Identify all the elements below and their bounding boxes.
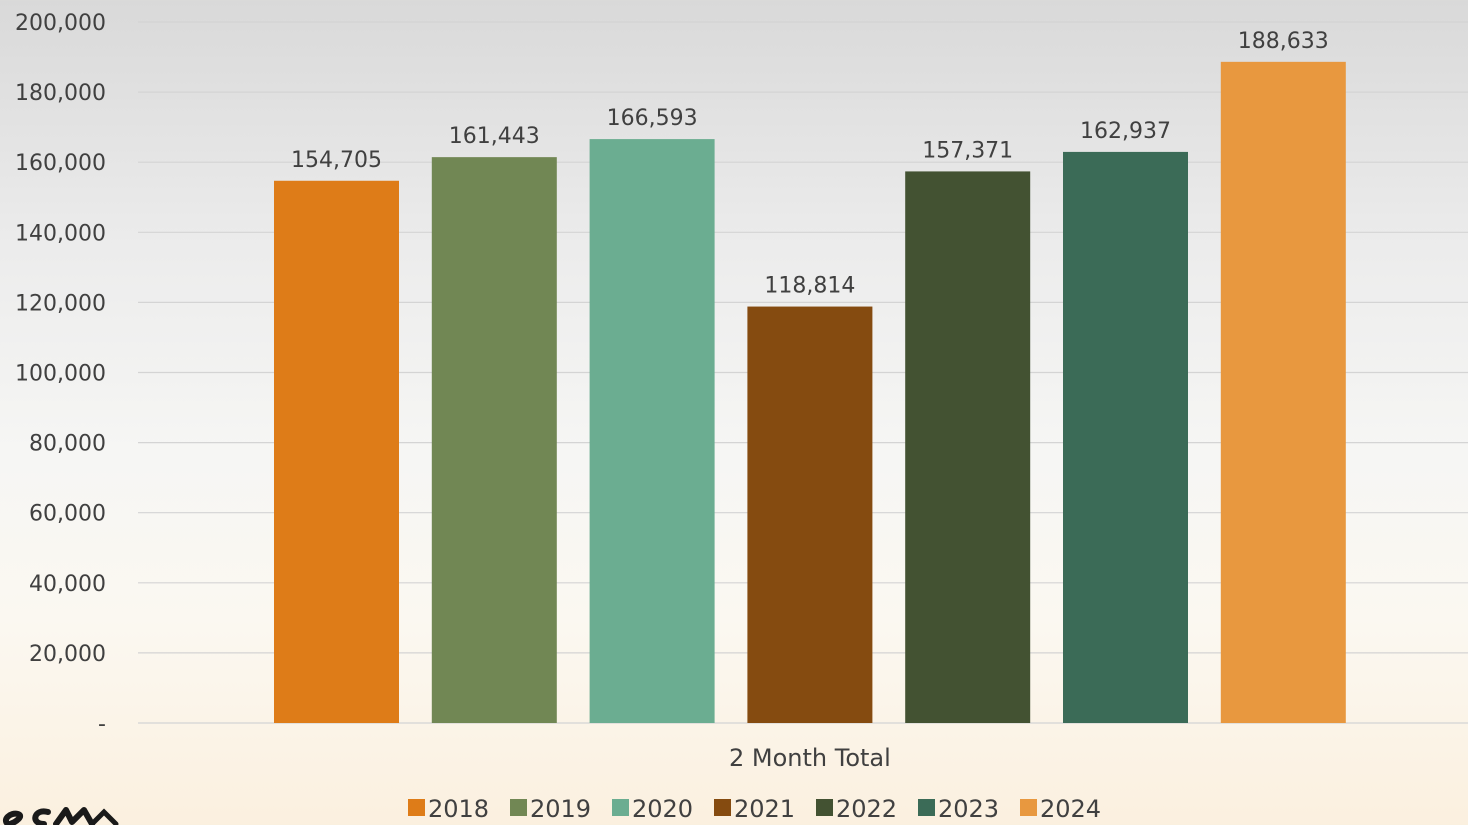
legend-label-2023: 2023 bbox=[938, 795, 999, 823]
legend-swatch-2024 bbox=[1020, 799, 1037, 816]
legend-label-2024: 2024 bbox=[1040, 795, 1101, 823]
legend-label-2018: 2018 bbox=[428, 795, 489, 823]
bar-2023 bbox=[1063, 151, 1188, 723]
data-label-2024: 188,633 bbox=[1238, 29, 1329, 54]
y-axis-tick-labels: - 20,000 40,000 60,000 80,000 100,000 120,000 1… bbox=[15, 11, 106, 737]
y-tick-label: 20,000 bbox=[29, 642, 106, 667]
data-label-2023: 162,937 bbox=[1080, 119, 1171, 144]
logo-icon bbox=[2, 807, 119, 825]
legend-swatch-2021 bbox=[714, 799, 731, 816]
y-tick-label: 40,000 bbox=[29, 572, 106, 597]
legend-swatch-2022 bbox=[816, 799, 833, 816]
legend-label-2020: 2020 bbox=[632, 795, 693, 823]
bar-2018 bbox=[274, 180, 399, 723]
data-label-2019: 161,443 bbox=[449, 124, 540, 149]
y-tick-label: 160,000 bbox=[15, 151, 106, 176]
bar-2019 bbox=[431, 157, 557, 724]
legend-swatch-2019 bbox=[510, 799, 527, 816]
y-tick-label: 100,000 bbox=[15, 362, 106, 387]
y-tick-label: 200,000 bbox=[15, 11, 106, 36]
x-axis-tick-labels: 2 Month Total bbox=[729, 744, 891, 772]
y-tick-label: 120,000 bbox=[15, 291, 106, 316]
bar-2020 bbox=[589, 139, 715, 723]
legend-label-2021: 2021 bbox=[734, 795, 795, 823]
bars bbox=[274, 61, 1346, 724]
data-label-2022: 157,371 bbox=[922, 138, 1013, 163]
legend-label-2022: 2022 bbox=[836, 795, 897, 823]
legend-label-2019: 2019 bbox=[530, 795, 591, 823]
data-labels: 154,705 161,443 166,593 118,814 157,371 162,9… bbox=[291, 29, 1329, 299]
legend-swatch-2018 bbox=[408, 799, 425, 816]
y-tick-label: 180,000 bbox=[15, 81, 106, 106]
x-tick-label: 2 Month Total bbox=[729, 744, 891, 772]
legend-swatch-2020 bbox=[612, 799, 629, 816]
legend: 2018 2019 2020 2021 2022 2023 2024 bbox=[408, 795, 1101, 823]
data-label-2020: 166,593 bbox=[607, 106, 698, 131]
y-tick-label: - bbox=[98, 712, 106, 737]
y-tick-label: 140,000 bbox=[15, 221, 106, 246]
bar-2024 bbox=[1220, 61, 1346, 724]
bar-2021 bbox=[747, 306, 873, 723]
data-label-2018: 154,705 bbox=[291, 148, 382, 173]
legend-swatch-2023 bbox=[918, 799, 935, 816]
data-label-2021: 118,814 bbox=[764, 274, 855, 299]
y-tick-label: 60,000 bbox=[29, 502, 106, 527]
bar-2022 bbox=[905, 171, 1031, 723]
y-tick-label: 80,000 bbox=[29, 432, 106, 457]
